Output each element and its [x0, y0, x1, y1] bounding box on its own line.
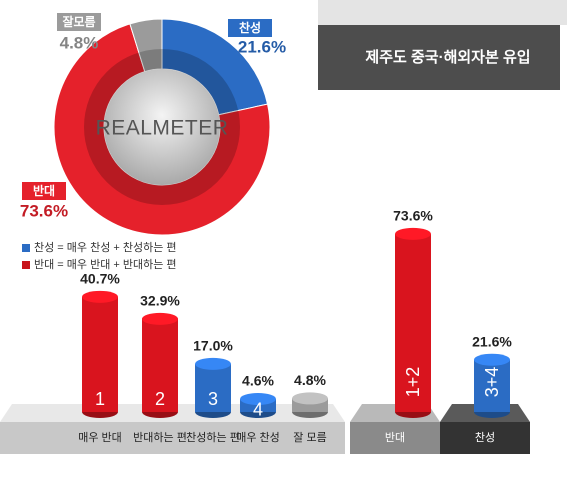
bar-number: 1+2	[403, 367, 423, 398]
value-label: 21.6%	[472, 333, 512, 349]
center-label: REALMETER	[96, 117, 229, 140]
value-label: 73.6%	[20, 201, 68, 220]
category-label: 반대	[33, 183, 55, 198]
legend-swatch	[22, 261, 30, 269]
bar-cap	[474, 353, 510, 366]
x-tick-label: 매우 찬성	[236, 430, 280, 444]
x-tick-label: 잘 모름	[293, 431, 326, 444]
x-tick-label: 반대	[385, 431, 405, 444]
bar-number: 4	[253, 400, 263, 420]
legend-swatch	[22, 244, 30, 252]
value-label: 21.6%	[238, 37, 286, 56]
label-box	[57, 13, 101, 31]
bar-number: 3+4	[482, 367, 502, 398]
bar-number: 2	[155, 389, 165, 409]
bar-cap	[82, 290, 118, 303]
bar	[142, 318, 178, 412]
legend-text: 찬성 = 매우 찬성 + 찬성하는 편	[34, 240, 177, 254]
title-backdrop	[318, 0, 567, 25]
value-label: 4.8%	[294, 372, 326, 388]
value-label: 4.8%	[60, 33, 99, 52]
label-box	[228, 19, 272, 37]
legend-text: 반대 = 매우 반대 + 반대하는 편	[34, 257, 177, 271]
value-label: 73.6%	[393, 208, 433, 224]
label-box	[22, 182, 66, 200]
category-label: 찬성	[239, 20, 261, 35]
value-label: 17.0%	[193, 338, 233, 354]
bar-number: 1	[95, 389, 105, 409]
value-label: 32.9%	[140, 293, 180, 309]
x-tick-label: 반대하는 편	[133, 430, 187, 444]
platform-front	[0, 422, 345, 454]
bar-cap	[240, 392, 276, 405]
value-label: 40.7%	[80, 271, 120, 287]
bar-cap	[292, 392, 328, 405]
bar	[82, 296, 118, 412]
category-label: 잘모름	[62, 14, 95, 29]
bar-cap	[195, 357, 231, 370]
bar-chart-detail: 40.7% 1 매우 반대 32.9% 2 반대하는 편 17.0% 3 찬성하는 편 4.6% 4…	[0, 271, 345, 454]
bar-chart-sum: 73.6% 1+2 반대 21.6% 3+4 찬성	[350, 208, 530, 454]
title: 제주도 중국·해외자본 유입	[365, 48, 530, 66]
bar	[395, 233, 431, 412]
platform-front	[350, 422, 440, 454]
x-tick-label: 매우 반대	[78, 431, 122, 444]
donut-chart: REALMETER 찬성 21.6% 반대 73.6% 잘모름 4.8% 찬성 = 매우 찬성…	[20, 13, 286, 271]
title-box	[318, 25, 560, 90]
bar	[474, 359, 510, 412]
bar	[195, 363, 231, 412]
donut-hole	[104, 69, 220, 185]
donut-shade	[84, 49, 240, 205]
x-tick-label: 찬성하는 편	[186, 430, 240, 444]
bar-cap	[142, 312, 178, 325]
value-label: 4.6%	[242, 373, 274, 389]
platform-front	[440, 422, 530, 454]
bar-cap	[395, 227, 431, 240]
x-tick-label: 찬성	[475, 430, 495, 444]
bar-number: 3	[208, 389, 218, 409]
